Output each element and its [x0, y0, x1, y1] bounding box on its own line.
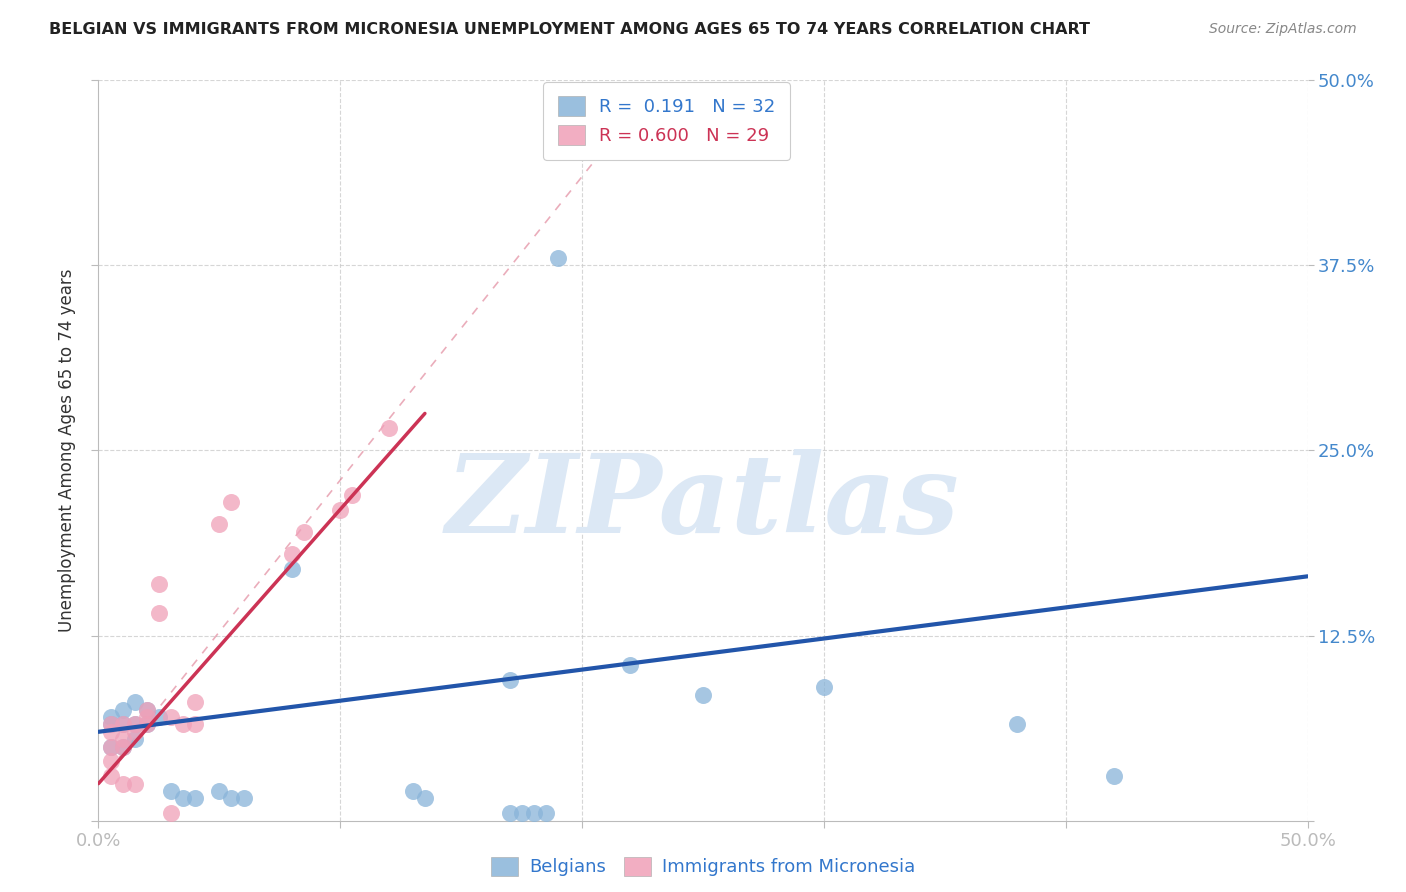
- Point: [148, 607, 170, 621]
- Point: [100, 724, 122, 739]
- Point: [100, 755, 122, 769]
- Point: [281, 547, 304, 561]
- Point: [124, 717, 146, 731]
- Point: [342, 488, 364, 502]
- Point: [135, 717, 157, 731]
- Text: Source: ZipAtlas.com: Source: ZipAtlas.com: [1209, 22, 1357, 37]
- Legend: R =  0.191   N = 32, R = 0.600   N = 29: R = 0.191 N = 32, R = 0.600 N = 29: [543, 82, 790, 160]
- Point: [111, 717, 134, 731]
- Point: [510, 806, 533, 821]
- Point: [172, 717, 194, 731]
- Point: [160, 710, 183, 724]
- Point: [135, 717, 157, 731]
- Point: [329, 502, 352, 516]
- Point: [534, 806, 557, 821]
- Point: [208, 517, 231, 532]
- Point: [100, 717, 122, 731]
- Point: [148, 710, 170, 724]
- Text: BELGIAN VS IMMIGRANTS FROM MICRONESIA UNEMPLOYMENT AMONG AGES 65 TO 74 YEARS COR: BELGIAN VS IMMIGRANTS FROM MICRONESIA UN…: [49, 22, 1090, 37]
- Point: [111, 739, 134, 754]
- Point: [619, 658, 641, 673]
- Point: [100, 739, 122, 754]
- Point: [184, 791, 207, 805]
- Legend: Belgians, Immigrants from Micronesia: Belgians, Immigrants from Micronesia: [482, 847, 924, 886]
- Point: [111, 739, 134, 754]
- Point: [498, 673, 520, 687]
- Text: ZIPatlas: ZIPatlas: [446, 449, 960, 556]
- Point: [111, 776, 134, 791]
- Point: [208, 784, 231, 798]
- Point: [413, 791, 436, 805]
- Point: [160, 806, 183, 821]
- Point: [124, 732, 146, 747]
- Point: [523, 806, 546, 821]
- Point: [111, 703, 134, 717]
- Point: [292, 524, 315, 539]
- Point: [547, 251, 569, 265]
- Point: [135, 710, 157, 724]
- Point: [402, 784, 425, 798]
- Point: [100, 710, 122, 724]
- Point: [111, 717, 134, 731]
- Point: [148, 576, 170, 591]
- Point: [111, 732, 134, 747]
- Y-axis label: Unemployment Among Ages 65 to 74 years: Unemployment Among Ages 65 to 74 years: [58, 268, 76, 632]
- Point: [221, 495, 243, 509]
- Point: [124, 717, 146, 731]
- Point: [1007, 717, 1029, 731]
- Point: [124, 695, 146, 709]
- Point: [184, 695, 207, 709]
- Point: [135, 703, 157, 717]
- Point: [498, 806, 520, 821]
- Point: [100, 769, 122, 783]
- Point: [377, 421, 399, 435]
- Point: [232, 791, 254, 805]
- Point: [100, 739, 122, 754]
- Point: [813, 681, 835, 695]
- Point: [281, 562, 304, 576]
- Point: [1102, 769, 1125, 783]
- Point: [124, 724, 146, 739]
- Point: [100, 717, 122, 731]
- Point: [692, 688, 714, 702]
- Point: [135, 703, 157, 717]
- Point: [184, 717, 207, 731]
- Point: [124, 776, 146, 791]
- Point: [221, 791, 243, 805]
- Point: [160, 784, 183, 798]
- Point: [172, 791, 194, 805]
